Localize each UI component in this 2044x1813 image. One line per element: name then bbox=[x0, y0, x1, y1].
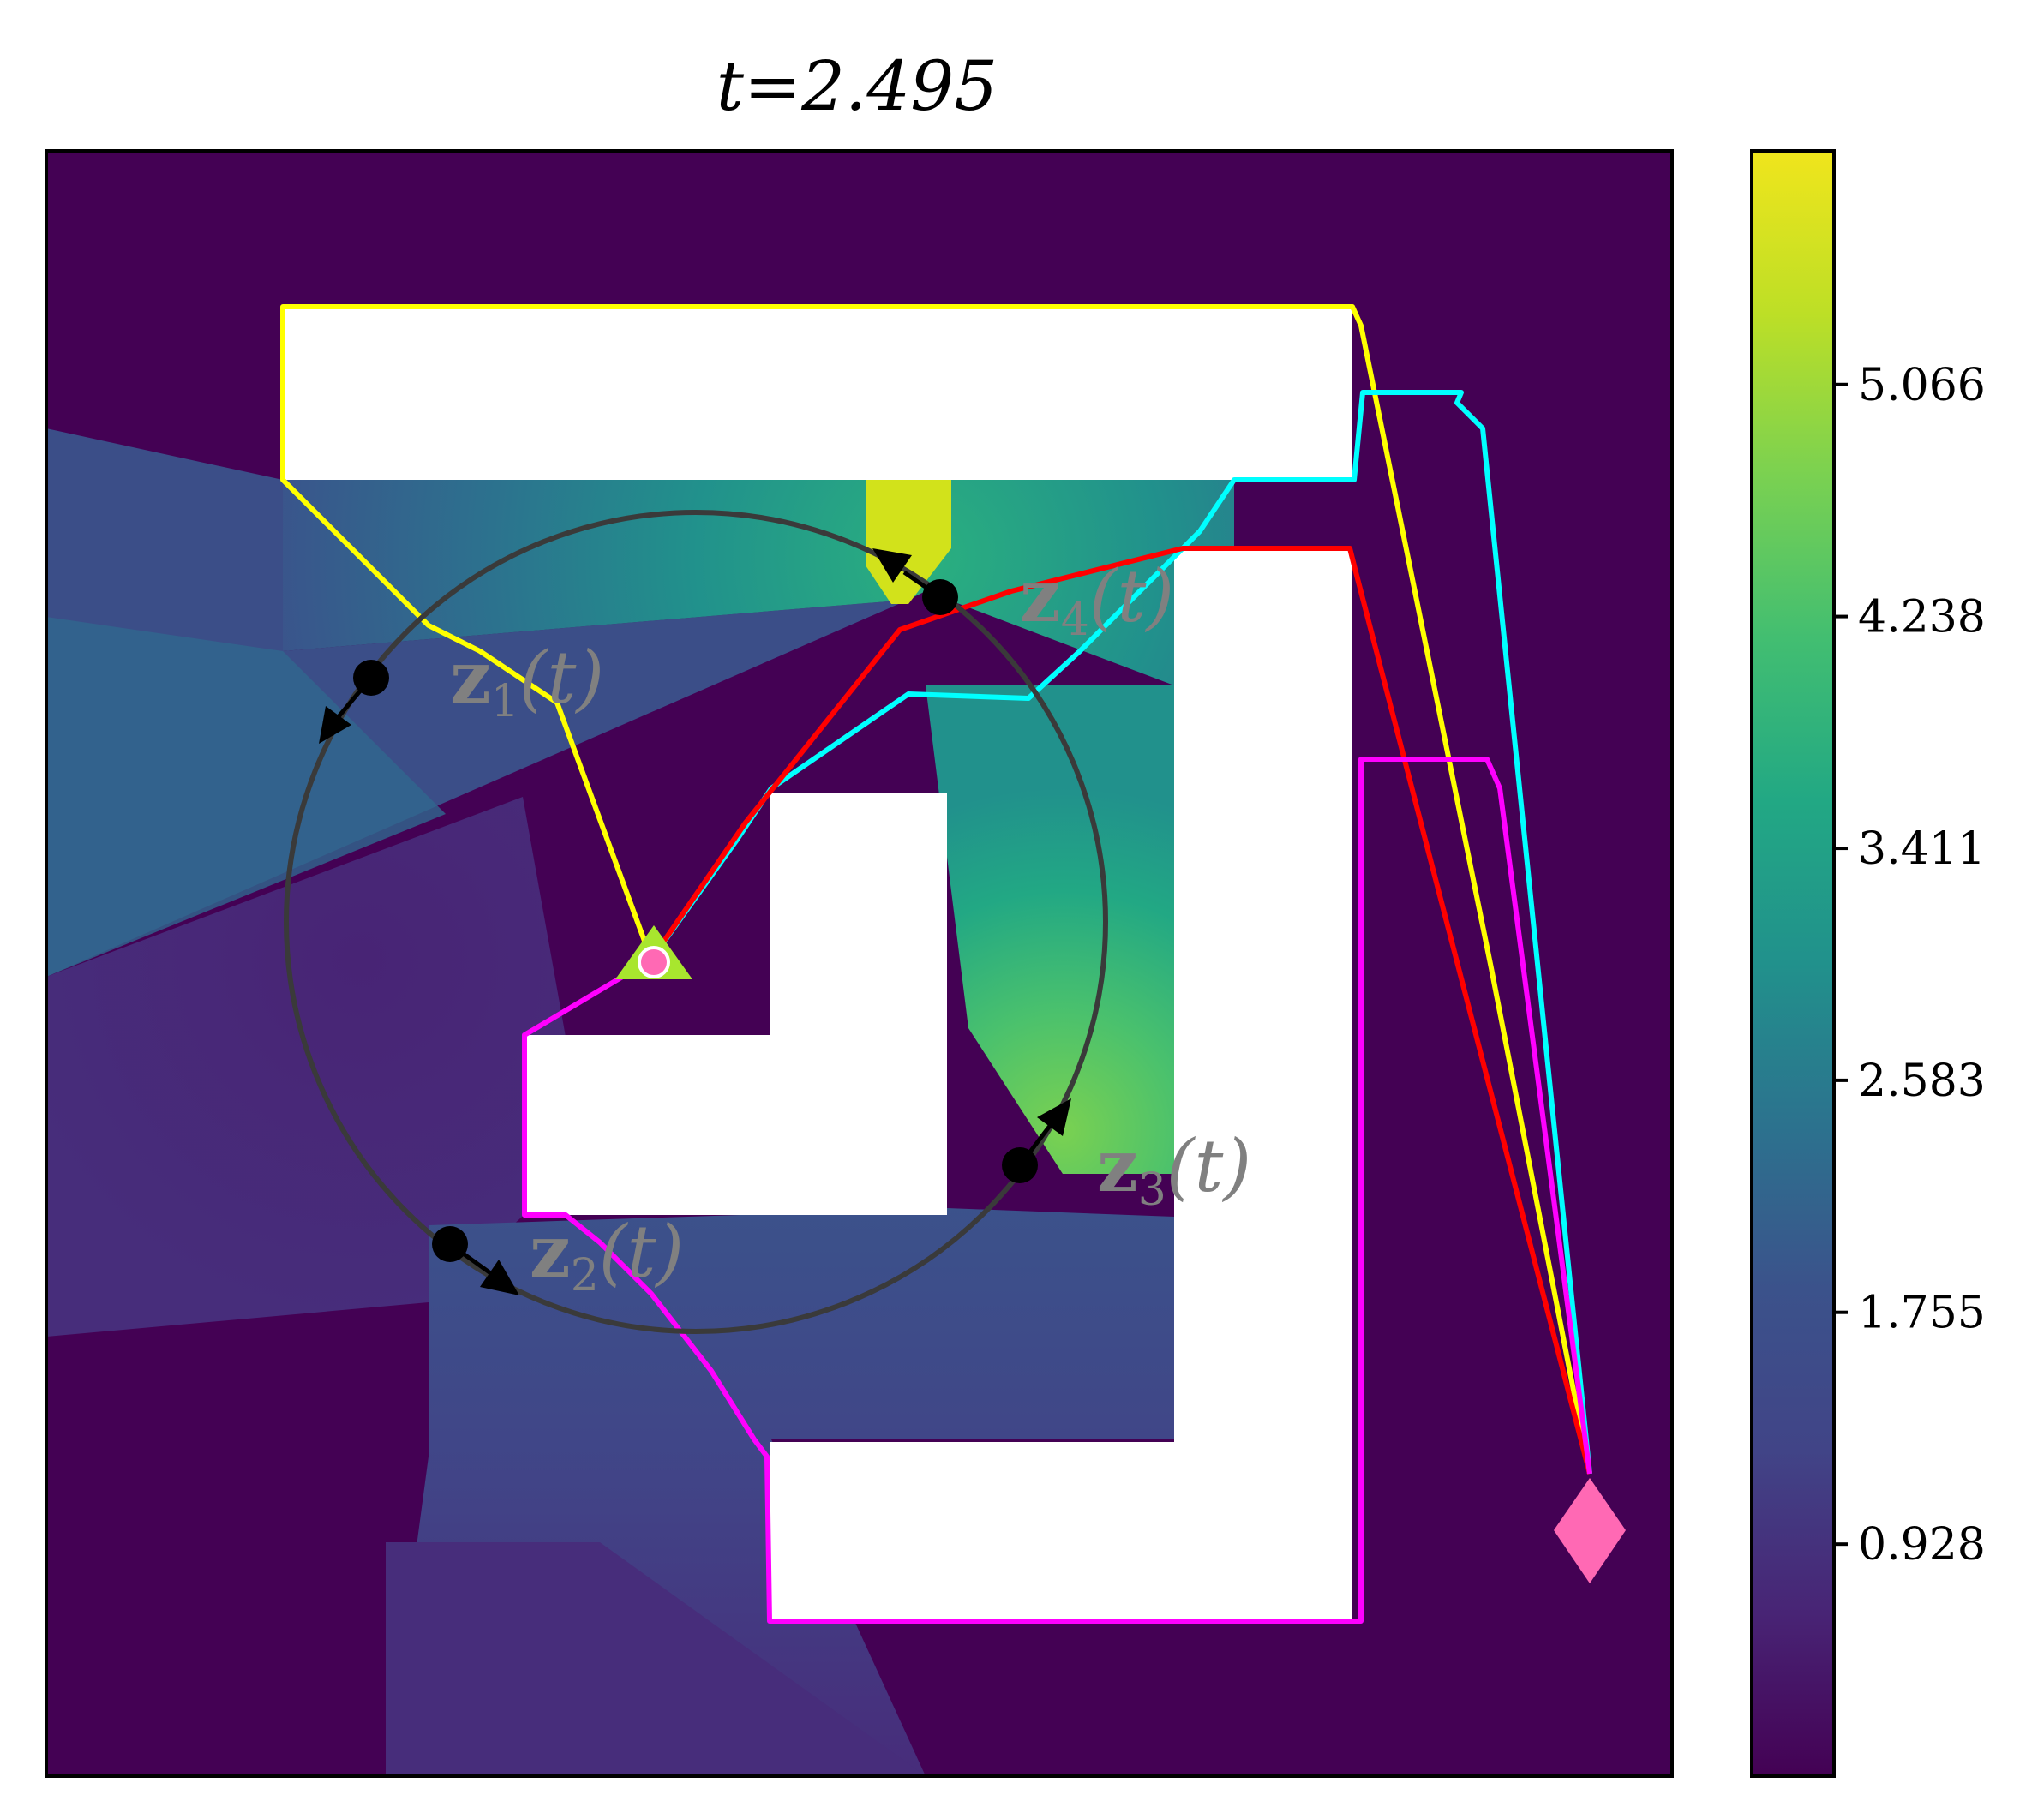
obstacle-right-bracket bbox=[770, 548, 1352, 1621]
agents bbox=[319, 548, 1071, 1295]
trajectory-z4 bbox=[649, 390, 1592, 1475]
agent-dot-z1 bbox=[353, 660, 389, 696]
agent-dot-z4 bbox=[922, 579, 958, 615]
colorbar-tick-label: 2.583 bbox=[1858, 1056, 1986, 1107]
colorbar: 0.928 1.755 2.583 3.411 4.238 5.066 bbox=[1750, 149, 1986, 1778]
agent-z2 bbox=[432, 1226, 519, 1295]
region-left-lower bbox=[46, 797, 566, 1337]
agent-z3 bbox=[1002, 1098, 1071, 1183]
colorbar-tick-label: 1.755 bbox=[1858, 1288, 1986, 1339]
goal-diamond bbox=[1554, 1478, 1626, 1583]
colorbar-ticks: 0.928 1.755 2.583 3.411 4.238 5.066 bbox=[1834, 360, 1986, 1571]
arrowhead-z3 bbox=[1037, 1098, 1071, 1136]
colorbar-tick-label: 3.411 bbox=[1858, 823, 1986, 875]
start-marker bbox=[615, 925, 692, 979]
label-z3: z3(t) bbox=[1097, 1123, 1251, 1216]
trajectories bbox=[280, 304, 1592, 1624]
obstacle-top-bar bbox=[283, 307, 1352, 480]
formation-circle bbox=[284, 510, 1108, 1334]
arrowhead-z1 bbox=[319, 706, 351, 744]
region-right-field bbox=[926, 685, 1174, 1174]
colorbar-tick-label: 5.066 bbox=[1858, 360, 1986, 411]
agent-labels: z1(t) z2(t) z3(t) z4(t) bbox=[450, 553, 1251, 1301]
colorbar-tick-label: 4.238 bbox=[1858, 592, 1986, 643]
colorbar-gradient bbox=[1752, 151, 1834, 1776]
arrowhead-z2 bbox=[480, 1260, 519, 1295]
agent-z4 bbox=[872, 548, 958, 615]
trajectory-z3 bbox=[649, 546, 1592, 1475]
arrowhead-z4 bbox=[872, 548, 912, 583]
agent-dot-z3 bbox=[1002, 1147, 1038, 1183]
label-z1: z1(t) bbox=[450, 635, 604, 727]
colorbar-frame bbox=[1750, 149, 1836, 1778]
agent-dot-z2 bbox=[432, 1226, 468, 1262]
plot-border bbox=[45, 149, 1674, 1778]
region-upper-field bbox=[283, 480, 1234, 685]
region-yellow-spot bbox=[866, 480, 951, 604]
label-z2: z2(t) bbox=[530, 1209, 684, 1301]
trajectory-z2 bbox=[522, 757, 1592, 1624]
agent-z1 bbox=[319, 660, 389, 744]
plot-area: z1(t) z2(t) z3(t) z4(t) bbox=[46, 151, 1672, 1776]
region-bottom-strip bbox=[386, 1542, 926, 1776]
trajectory-z1 bbox=[280, 304, 1592, 1475]
title-text: t=2.495 bbox=[716, 46, 998, 126]
obstacles bbox=[283, 307, 1352, 1621]
chart-title: t=2.495 bbox=[716, 46, 998, 126]
region-left-band-inner bbox=[46, 617, 446, 977]
obstacle-l-shape bbox=[524, 793, 947, 1215]
pursuer-dot bbox=[638, 946, 670, 978]
label-z4: z4(t) bbox=[1020, 553, 1174, 646]
colorbar-tick-label: 0.928 bbox=[1858, 1519, 1986, 1571]
